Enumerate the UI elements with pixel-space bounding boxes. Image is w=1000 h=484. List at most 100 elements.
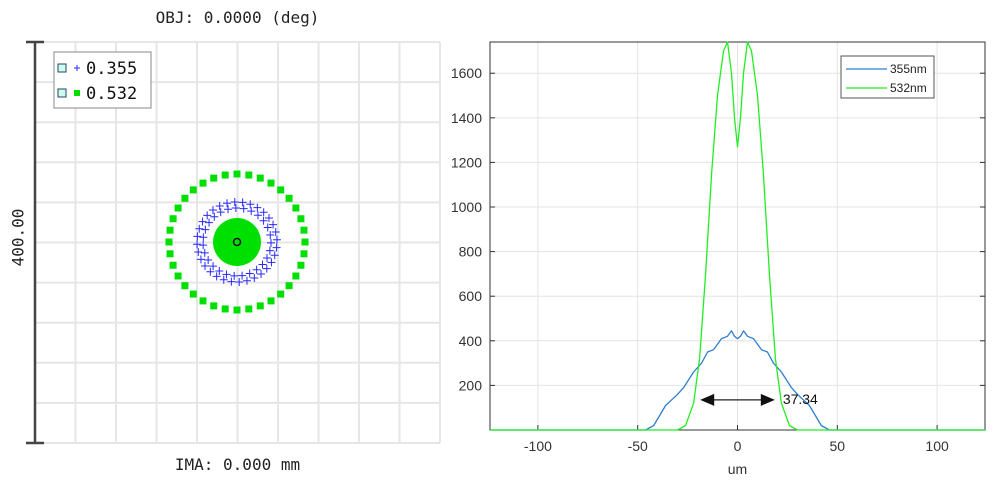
spot-point-0.355 [227, 277, 236, 286]
spot-diagram-title: OBJ: 0.0000 (deg) [155, 8, 320, 27]
legend-marker-square-icon [74, 90, 80, 96]
spot-point-0.355 [204, 255, 213, 264]
spot-point-0.355 [224, 205, 233, 214]
spot-point-0.532 [267, 179, 275, 187]
spot-point-0.355 [206, 267, 215, 276]
x-tick-label: 50 [830, 438, 846, 454]
spot-point-0.355 [263, 223, 272, 232]
spot-point-0.355 [203, 211, 212, 220]
spot-point-0.355 [201, 262, 210, 271]
spot-point-0.355 [208, 206, 217, 215]
spot-diagram-xlabel: IMA: 0.000 mm [174, 455, 301, 474]
spot-point-0.355 [264, 213, 273, 222]
spot-point-0.532 [277, 186, 285, 194]
spot-point-0.532 [166, 250, 174, 258]
spot-point-0.355 [262, 264, 271, 273]
spot-point-0.355 [231, 204, 240, 213]
spot-point-0.355 [259, 208, 268, 217]
spot-point-0.355 [216, 208, 225, 217]
spot-point-0.532 [285, 282, 293, 290]
spot-core-0.532 [213, 218, 261, 266]
spot-point-0.355 [263, 253, 272, 262]
spot-point-0.532 [165, 238, 173, 246]
spot-point-0.355 [194, 247, 203, 256]
spot-point-0.355 [219, 275, 228, 284]
series-line-355nm [490, 330, 985, 431]
spot-point-0.532 [181, 282, 189, 290]
spot-point-0.355 [266, 230, 275, 239]
spot-point-0.355 [265, 246, 274, 255]
spot-point-0.532 [233, 306, 241, 314]
series-line-532nm [490, 41, 985, 431]
spot-point-0.532 [297, 261, 305, 269]
x-axis-label: um [728, 461, 747, 477]
line-legend [840, 55, 935, 99]
spot-point-0.355 [215, 201, 224, 210]
spot-point-0.355 [193, 232, 202, 241]
spot-point-0.355 [201, 225, 210, 234]
spot-point-0.355 [223, 199, 232, 208]
spot-point-0.355 [253, 203, 262, 212]
spot-point-0.355 [195, 224, 204, 233]
legend-label: 0.355 [86, 59, 137, 79]
spot-point-0.355 [272, 235, 281, 244]
spot-point-0.532 [221, 171, 229, 179]
spot-point-0.355 [239, 204, 248, 213]
spot-point-0.532 [210, 174, 218, 182]
spot-point-0.355 [271, 228, 280, 237]
spot-point-0.355 [247, 207, 256, 216]
fwhm-arrowhead-left-icon [700, 393, 715, 406]
spot-point-0.355 [267, 258, 276, 267]
x-tick-label: -50 [628, 438, 648, 454]
spot-point-0.532 [210, 302, 218, 310]
spot-point-0.355 [196, 255, 205, 264]
spot-point-0.532 [199, 179, 207, 187]
spot-point-0.355 [212, 272, 221, 281]
spot-point-0.532 [256, 174, 264, 182]
spot-point-0.532 [174, 204, 182, 212]
spot-point-0.532 [189, 186, 197, 194]
spot-point-0.532 [285, 194, 293, 202]
spot-point-0.532 [300, 250, 308, 258]
spot-point-0.355 [200, 248, 209, 257]
spot-point-0.532 [256, 302, 264, 310]
chief-ray-marker [232, 237, 242, 247]
legend-label: 355nm [890, 62, 927, 76]
spot-point-0.355 [238, 198, 247, 207]
spot-point-0.355 [253, 211, 262, 220]
legend-checkbox-icon [57, 63, 67, 73]
spot-point-0.355 [270, 251, 279, 260]
spot-point-0.532 [292, 272, 300, 280]
spot-point-0.532 [297, 215, 305, 223]
spot-point-0.532 [292, 204, 300, 212]
spot-point-0.532 [221, 305, 229, 313]
spot-point-0.532 [300, 226, 308, 234]
spot-point-0.532 [233, 170, 241, 178]
spot-point-0.355 [246, 200, 255, 209]
spot-point-0.355 [205, 218, 214, 227]
spot-point-0.355 [209, 262, 218, 271]
legend-label: 532nm [890, 81, 927, 95]
fwhm-label: 37.34 [783, 391, 818, 407]
spot-point-0.355 [257, 269, 266, 278]
spot-point-0.355 [272, 243, 281, 252]
spot-point-0.532 [169, 261, 177, 269]
spot-point-0.355 [252, 265, 261, 274]
spot-point-0.355 [230, 198, 239, 207]
spot-point-0.355 [266, 238, 275, 247]
spot-point-0.355 [250, 274, 259, 283]
spot-point-0.355 [193, 240, 202, 249]
spot-point-0.532 [301, 238, 309, 246]
spot-point-0.355 [258, 260, 267, 269]
spot-point-0.355 [269, 220, 278, 229]
spot-point-0.355 [259, 216, 268, 225]
spot-point-0.355 [215, 267, 224, 276]
x-tick-label: 0 [734, 438, 742, 454]
spot-point-0.532 [245, 305, 253, 313]
spot-point-0.355 [222, 270, 231, 279]
spot-point-0.355 [199, 233, 208, 242]
legend-checkbox-icon [57, 88, 67, 98]
fwhm-arrowhead-right-icon [760, 393, 775, 406]
spot-point-0.355 [238, 271, 247, 280]
spot-point-0.355 [230, 271, 239, 280]
